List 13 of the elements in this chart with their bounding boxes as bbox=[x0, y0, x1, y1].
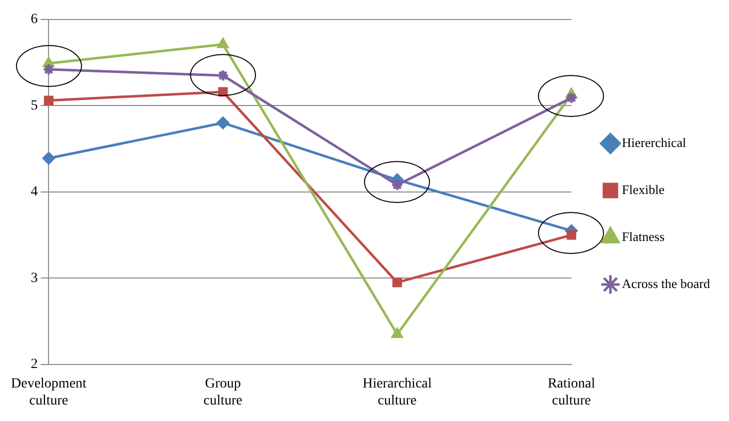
legend-label: Across the board bbox=[622, 276, 710, 291]
y-tick-label: 4 bbox=[30, 184, 38, 200]
x-tick-label: Hierarchical culture bbox=[362, 376, 432, 408]
x-tick-label: Rational culture bbox=[548, 376, 596, 408]
y-tick-label: 2 bbox=[30, 357, 38, 372]
y-tick-label: 5 bbox=[30, 98, 38, 114]
y-tick-label: 3 bbox=[30, 270, 38, 286]
y-tick-label: 6 bbox=[30, 12, 38, 28]
x-tick-label: Group culture bbox=[204, 376, 242, 408]
legend-label: Flexible bbox=[622, 182, 665, 197]
legend-label: Hiererchical bbox=[622, 134, 687, 150]
x-tick-label: Development culture bbox=[11, 376, 87, 408]
legend-label: Flatness bbox=[622, 228, 665, 244]
